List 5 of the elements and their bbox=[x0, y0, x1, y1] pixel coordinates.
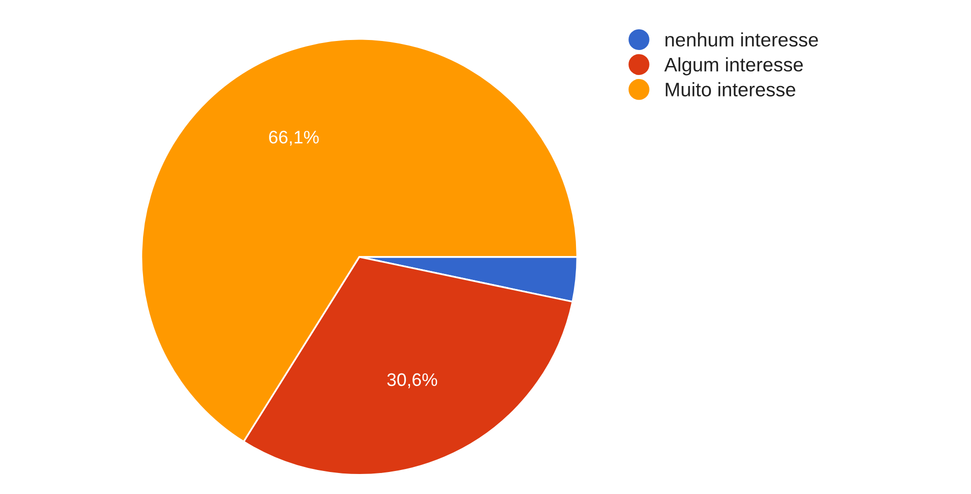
legend-label: Muito interesse bbox=[666, 82, 796, 96]
data-label: 30,6% bbox=[387, 373, 438, 388]
legend-label: nenhum interesse bbox=[666, 32, 818, 47]
legend-label: Algum interesse bbox=[664, 57, 803, 76]
data-label: 66,1% bbox=[269, 130, 319, 146]
